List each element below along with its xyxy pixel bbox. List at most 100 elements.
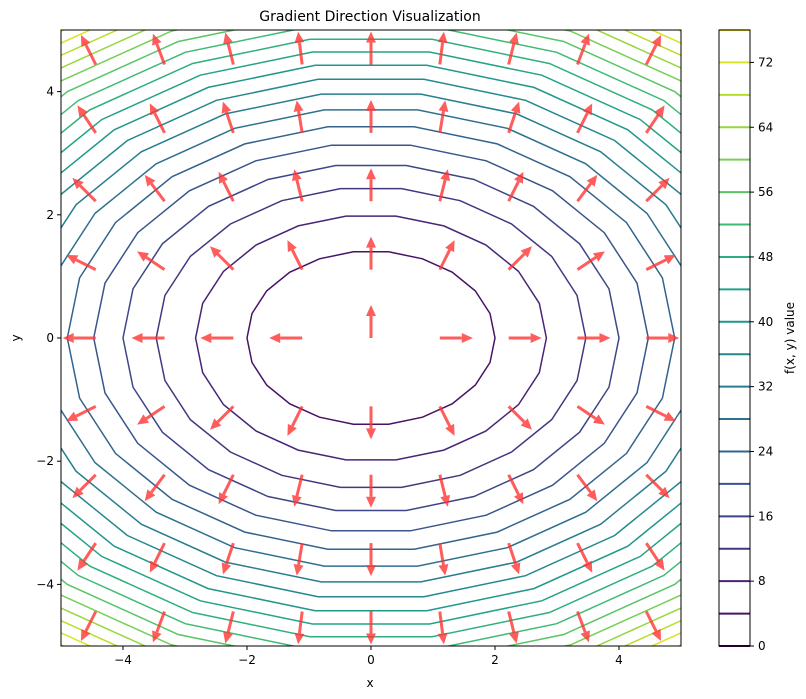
gradient-arrow-head: [77, 105, 88, 118]
contour-line: [61, 30, 681, 646]
colorbar-tick-label: 72: [758, 55, 773, 69]
gradient-arrow-shaft: [145, 256, 166, 271]
gradient-arrow-shaft: [153, 112, 166, 134]
gradient-arrow-head: [137, 251, 150, 262]
gradient-arrow-shaft: [79, 473, 97, 492]
gradient-arrow-head: [445, 240, 455, 253]
gradient-arrow-head: [72, 486, 84, 499]
gradient-arrow-head: [366, 236, 376, 248]
contour-line: [122, 164, 620, 512]
contour-line: [61, 38, 681, 638]
gradient-arrow-shaft: [507, 474, 520, 496]
gradient-arrow-shaft: [438, 405, 452, 427]
gradient-arrow-shaft: [507, 405, 526, 423]
gradient-arrow-head: [221, 101, 232, 114]
gradient-arrow-shaft: [222, 474, 235, 496]
gradient-arrow-head: [592, 414, 605, 425]
colorbar-tick-label: 32: [758, 380, 773, 394]
gradient-arrow-shaft: [576, 610, 587, 633]
gradient-arrow-shaft: [438, 42, 445, 65]
gradient-arrow-head: [514, 492, 524, 505]
y-tick-label: 0: [46, 331, 54, 345]
colorbar-tick-label: 16: [758, 509, 773, 523]
gradient-arrow-head: [218, 492, 228, 505]
gradient-arrow-head: [586, 489, 598, 502]
y-axis-label: y: [9, 334, 23, 341]
gradient-arrow-shaft: [297, 110, 304, 134]
gradient-arrow-shaft: [297, 42, 304, 65]
x-tick-label: 2: [491, 653, 499, 667]
colorbar-frame: [718, 29, 751, 647]
colorbar-tick-label: 0: [758, 639, 766, 653]
gradient-arrow-head: [210, 418, 222, 430]
contour-line: [61, 78, 681, 598]
gradient-arrow-shaft: [645, 258, 667, 271]
gradient-arrow-head: [366, 99, 376, 111]
gradient-arrow-shaft: [576, 182, 592, 203]
x-tick-label: −4: [114, 653, 132, 667]
gradient-arrow-shaft: [153, 542, 166, 564]
gradient-arrow-head: [366, 565, 376, 577]
gradient-arrow-shaft: [150, 473, 166, 494]
gradient-arrow-head: [80, 34, 91, 48]
gradient-arrow-head: [152, 33, 162, 46]
x-tick-label: 4: [615, 653, 623, 667]
colorbar: 0 8 16 24 32 40 48 56 64 72: [718, 29, 773, 653]
y-tick-label: 4: [46, 85, 54, 99]
y-tick-label: 2: [46, 208, 54, 222]
gradient-arrow-shaft: [576, 112, 589, 134]
y-tick-label: −4: [36, 577, 54, 591]
gradient-arrow-head: [149, 560, 160, 573]
gradient-arrow-head: [582, 560, 593, 573]
gradient-arrow-head: [366, 428, 376, 440]
contour-line: [61, 51, 681, 625]
gradient-arrow-shaft: [84, 44, 98, 66]
gradient-arrow-head: [152, 630, 162, 643]
gradient-arrow-head: [445, 423, 455, 436]
gradient-arrow-shaft: [290, 405, 304, 427]
x-axis-ticks: −4 −2 0 2 4: [114, 646, 623, 667]
gradient-arrow-shaft: [226, 42, 235, 65]
x-tick-label: 0: [367, 653, 375, 667]
gradient-arrow-head: [440, 169, 451, 182]
gradient-arrow-shaft: [576, 405, 597, 420]
gradient-arrow-shaft: [82, 113, 97, 134]
contour-line: [61, 64, 681, 612]
gradient-arrow-shaft: [84, 610, 98, 632]
gradient-arrow-head: [66, 254, 79, 265]
gradient-arrow-shaft: [75, 405, 97, 418]
gradient-arrow-shaft: [155, 610, 166, 633]
gradient-arrow-head: [654, 105, 665, 118]
gradient-arrow-shaft: [438, 179, 447, 202]
gradient-arrow-shaft: [645, 184, 663, 203]
gradient-arrow-head: [80, 628, 91, 642]
gradient-arrow-head: [509, 631, 519, 644]
contour-line: [246, 251, 496, 425]
gradient-arrow-shaft: [297, 611, 304, 634]
gradient-arrow-head: [658, 486, 670, 499]
gradient-arrow-head: [223, 631, 233, 644]
gradient-arrow-head: [437, 632, 448, 645]
gradient-arrow-shaft: [645, 113, 660, 134]
contour-line: [61, 93, 681, 583]
gradient-arrow-head: [668, 333, 680, 343]
gradient-arrow-head: [514, 171, 524, 184]
gradient-arrow-head: [210, 246, 222, 258]
x-tick-label: −2: [238, 653, 256, 667]
gradient-arrow-head: [293, 100, 304, 112]
gradient-arrow-head: [291, 494, 302, 507]
gradient-arrow-head: [366, 31, 376, 43]
gradient-arrow-shaft: [155, 43, 166, 66]
gradient-arrow-shaft: [290, 249, 304, 271]
colorbar-tick-label: 56: [758, 185, 773, 199]
gradient-arrow-head: [366, 305, 376, 316]
gradient-arrow-shaft: [644, 610, 658, 632]
gradient-arrow-shaft: [82, 542, 97, 563]
gradient-arrow-head: [131, 333, 143, 343]
gradient-arrow-head: [520, 418, 532, 430]
gradient-arrow-shaft: [507, 542, 518, 565]
gradient-arrow-shaft: [645, 473, 663, 492]
gradient-arrow-shaft: [216, 405, 235, 423]
